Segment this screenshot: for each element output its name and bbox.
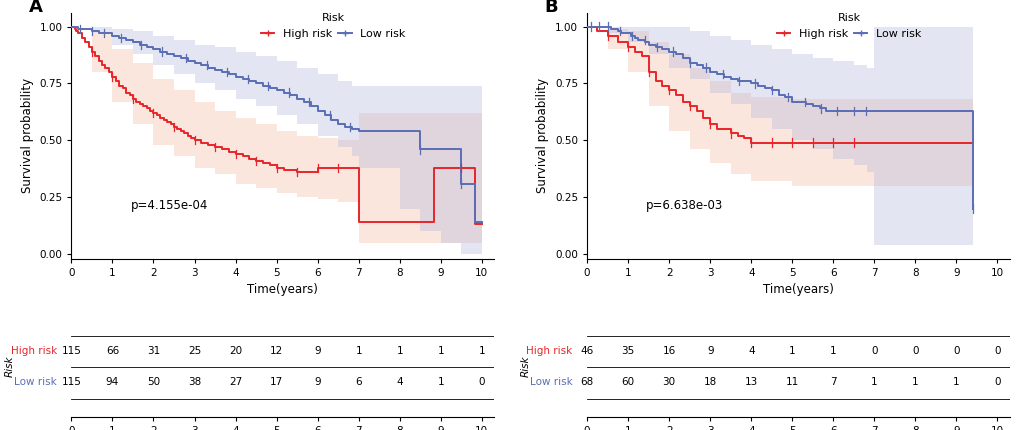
Text: 12: 12 xyxy=(270,347,283,356)
Text: 50: 50 xyxy=(147,377,160,387)
Text: 0: 0 xyxy=(911,347,918,356)
Text: 1: 1 xyxy=(911,377,918,387)
Y-axis label: Survival probability: Survival probability xyxy=(20,78,34,194)
Text: 60: 60 xyxy=(621,377,634,387)
Text: 1: 1 xyxy=(437,377,443,387)
Text: 0: 0 xyxy=(478,377,485,387)
Text: A: A xyxy=(30,0,43,16)
Text: 0: 0 xyxy=(994,347,1000,356)
Text: 4: 4 xyxy=(747,347,754,356)
X-axis label: Time(years): Time(years) xyxy=(247,283,318,296)
Text: High risk: High risk xyxy=(11,347,57,356)
Text: 9: 9 xyxy=(706,347,713,356)
Text: 0: 0 xyxy=(994,377,1000,387)
Text: Low risk: Low risk xyxy=(14,377,57,387)
Text: 30: 30 xyxy=(662,377,675,387)
Text: 1: 1 xyxy=(952,377,959,387)
Text: 68: 68 xyxy=(580,377,593,387)
Text: 66: 66 xyxy=(106,347,119,356)
Text: 46: 46 xyxy=(580,347,593,356)
Text: 1: 1 xyxy=(870,377,876,387)
Text: 0: 0 xyxy=(953,347,959,356)
Text: 20: 20 xyxy=(229,347,242,356)
Y-axis label: Survival probability: Survival probability xyxy=(536,78,549,194)
Text: High risk: High risk xyxy=(526,347,573,356)
Text: 27: 27 xyxy=(228,377,242,387)
Text: p=6.638e-03: p=6.638e-03 xyxy=(646,200,722,212)
Text: 1: 1 xyxy=(478,347,485,356)
Text: Low risk: Low risk xyxy=(530,377,573,387)
Text: p=4.155e-04: p=4.155e-04 xyxy=(130,200,208,212)
Text: 25: 25 xyxy=(187,347,201,356)
Text: 35: 35 xyxy=(621,347,634,356)
Text: 94: 94 xyxy=(106,377,119,387)
Text: Risk: Risk xyxy=(5,356,15,377)
Legend: High risk, Low risk: High risk, Low risk xyxy=(257,9,410,43)
Text: Risk: Risk xyxy=(520,356,530,377)
Text: B: B xyxy=(544,0,558,16)
Text: 38: 38 xyxy=(187,377,201,387)
Text: 0: 0 xyxy=(870,347,876,356)
Text: 17: 17 xyxy=(270,377,283,387)
Text: 1: 1 xyxy=(396,347,403,356)
Text: 6: 6 xyxy=(355,377,362,387)
Text: 7: 7 xyxy=(829,377,836,387)
Text: 1: 1 xyxy=(829,347,836,356)
Legend: High risk, Low risk: High risk, Low risk xyxy=(771,9,925,43)
Text: 11: 11 xyxy=(785,377,798,387)
Text: 115: 115 xyxy=(61,377,82,387)
Text: 9: 9 xyxy=(314,377,321,387)
Text: 1: 1 xyxy=(355,347,362,356)
Text: 9: 9 xyxy=(314,347,321,356)
Text: 16: 16 xyxy=(662,347,676,356)
Text: 1: 1 xyxy=(437,347,443,356)
Text: 18: 18 xyxy=(703,377,716,387)
X-axis label: Time(years): Time(years) xyxy=(762,283,834,296)
Text: 13: 13 xyxy=(744,377,757,387)
Text: 115: 115 xyxy=(61,347,82,356)
Text: 1: 1 xyxy=(789,347,795,356)
Text: 31: 31 xyxy=(147,347,160,356)
Text: 4: 4 xyxy=(396,377,403,387)
